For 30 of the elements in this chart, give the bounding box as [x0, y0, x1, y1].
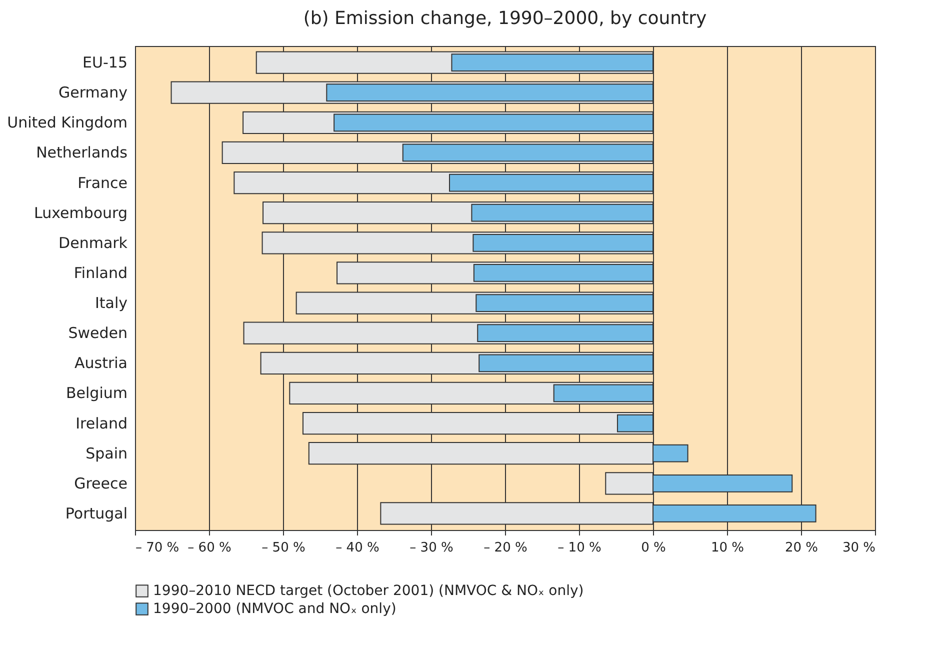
y-tick-label: Luxembourg	[34, 204, 128, 222]
x-tick-label: – 40 %	[336, 540, 380, 556]
x-tick-label: – 70 %	[136, 540, 180, 556]
y-tick-label: Belgium	[66, 384, 128, 402]
x-tick-label: 10 %	[710, 540, 744, 556]
legend-label: 1990–2000 (NMVOC and NOₓ only)	[153, 601, 396, 617]
y-tick-label: Denmark	[58, 234, 128, 252]
x-tick-label: – 50 %	[262, 540, 306, 556]
y-tick-label: EU-15	[82, 54, 128, 72]
y-tick-label: Italy	[94, 294, 128, 312]
x-tick-label: – 10 %	[558, 540, 602, 556]
x-tick-label: – 30 %	[410, 540, 454, 556]
x-tick-label: 30 %	[842, 540, 876, 556]
x-tick-label: 0 %	[641, 540, 666, 556]
x-tick-label: – 20 %	[484, 540, 528, 556]
y-tick-label: Greece	[74, 474, 128, 492]
x-tick-label: 20 %	[784, 540, 818, 556]
y-tick-label: Austria	[74, 354, 128, 372]
y-tick-label: Germany	[58, 84, 128, 102]
y-tick-label: Sweden	[68, 324, 128, 342]
y-tick-label: Ireland	[76, 414, 128, 432]
y-tick-label: Finland	[74, 264, 128, 282]
chart-title: (b) Emission change, 1990–2000, by country	[303, 8, 708, 29]
x-tick-label: – 60 %	[188, 540, 232, 556]
y-tick-label: United Kingdom	[7, 114, 128, 132]
y-tick-label: France	[78, 174, 128, 192]
y-tick-label: Spain	[86, 444, 128, 462]
y-tick-label: Portugal	[65, 504, 128, 522]
legend-label: 1990–2010 NECD target (October 2001) (NMVOC & NOₓ only)	[153, 583, 584, 599]
y-tick-label: Netherlands	[36, 144, 128, 162]
